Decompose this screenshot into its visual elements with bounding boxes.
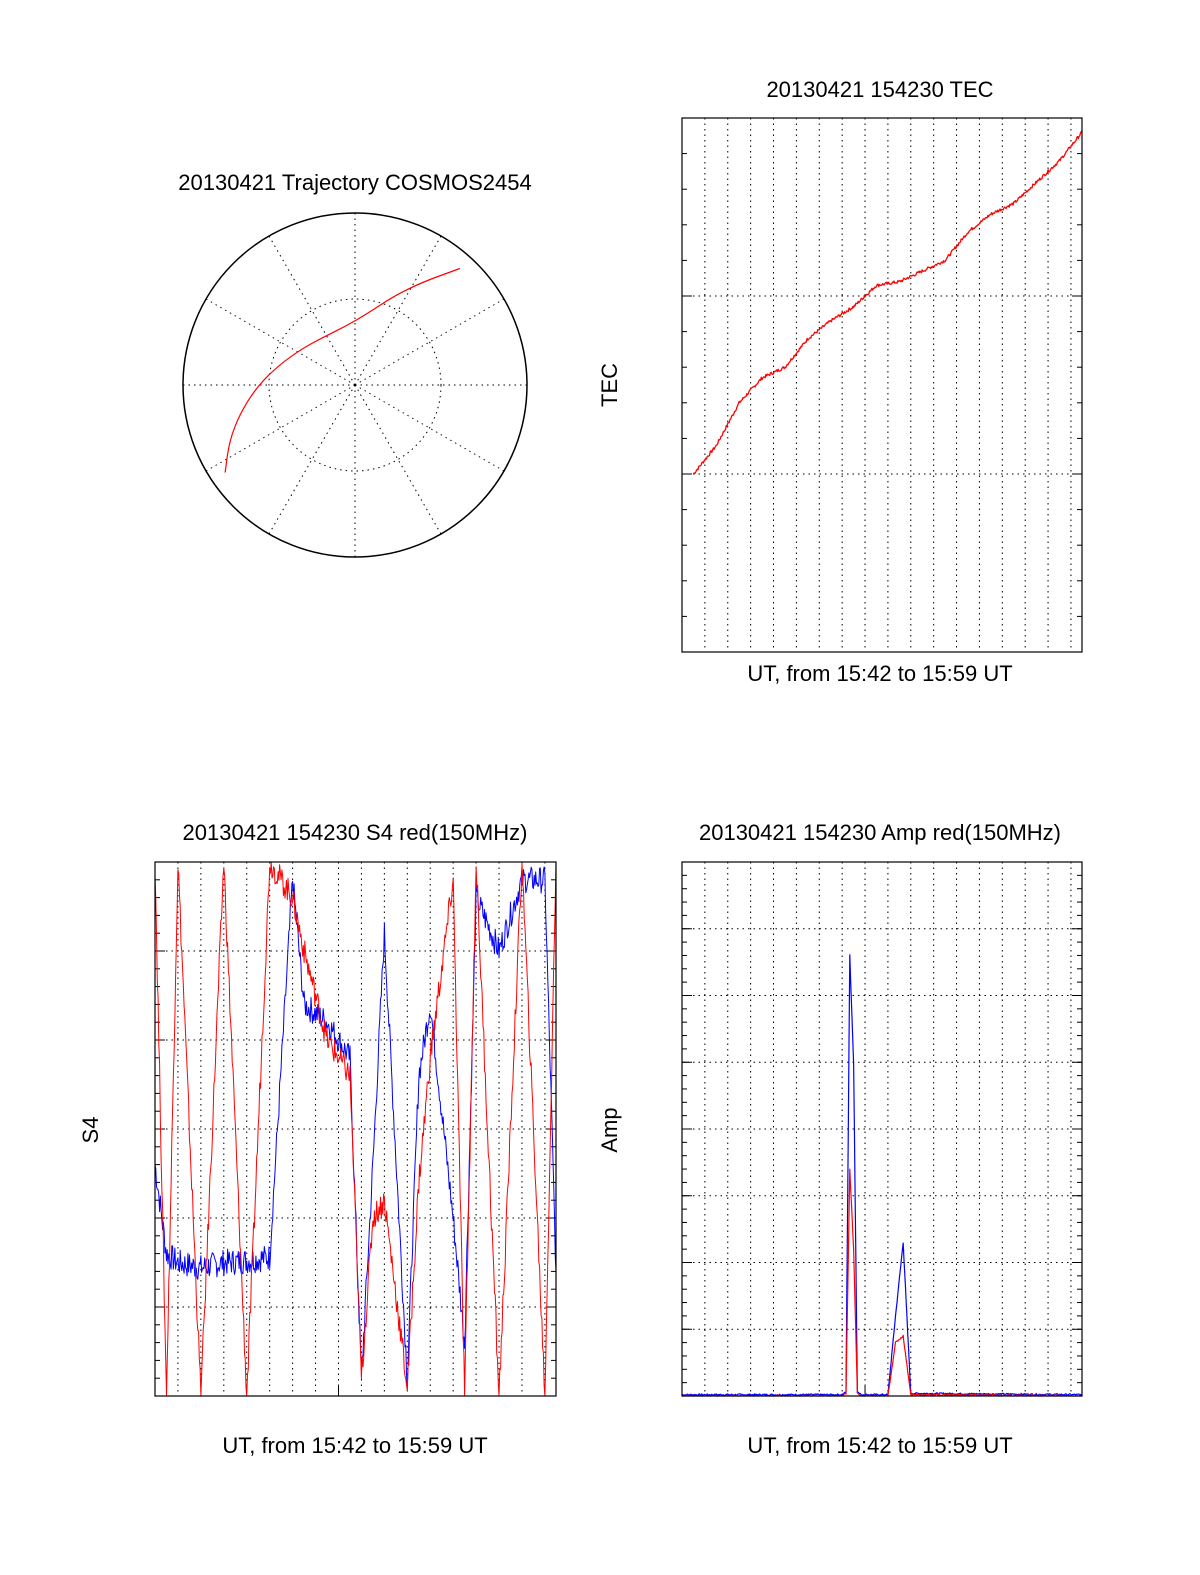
polar-spoke [354,235,442,386]
tec-chart: 20130421 154230 TEC UT, from 15:42 to 15… [597,77,1083,686]
tec-title: 20130421 154230 TEC [766,77,993,102]
tec-plot-frame [681,117,1083,653]
amp-series-red-line [682,1168,1082,1397]
tec-series-red-line [692,130,1083,475]
polar-trajectory-chart: 20130421 Trajectory COSMOS2454 [178,170,532,558]
polar-spoke [205,298,356,386]
amp-xlabel: UT, from 15:42 to 15:59 UT [747,1433,1012,1458]
s4-plot-frame [154,861,557,1397]
polar-spoke [268,384,356,535]
polar-spoke [354,298,505,386]
s4-title: 20130421 154230 S4 red(150MHz) [183,820,528,845]
tec-xlabel: UT, from 15:42 to 15:59 UT [747,661,1012,686]
polar-spoke [354,384,505,472]
s4-ylabel: S4 [78,1117,103,1144]
polar-spoke [354,384,442,535]
s4-xlabel: UT, from 15:42 to 15:59 UT [222,1433,487,1458]
polar-trajectory-line [224,267,461,473]
polar-spoke [205,384,356,472]
amp-series-blue-line [681,954,1083,1397]
polar-spoke [268,235,356,386]
amp-title: 20130421 154230 Amp red(150MHz) [699,820,1061,845]
s4-chart: 20130421 154230 S4 red(150MHz) UT, from … [78,820,557,1458]
amp-ylabel: Amp [597,1107,622,1152]
polar-title: 20130421 Trajectory COSMOS2454 [178,170,531,195]
amp-chart: 20130421 154230 Amp red(150MHz) UT, from… [597,820,1083,1458]
s4-series-red-line [154,861,557,1397]
tec-ylabel: TEC [597,363,622,407]
amp-plot-frame [681,861,1083,1397]
polar-inner-ring [268,298,442,472]
